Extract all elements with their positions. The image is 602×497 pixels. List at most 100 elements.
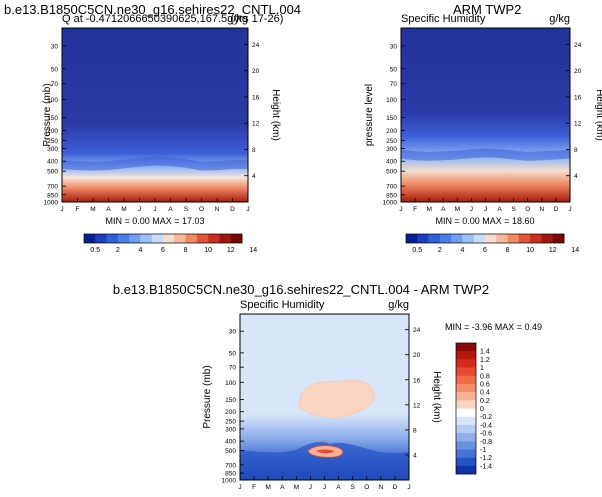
panel1-field	[62, 28, 248, 202]
colorbar-swatch	[541, 234, 554, 243]
colorbar-label: 10	[526, 247, 534, 254]
colorbar-swatch	[456, 367, 476, 377]
colorbar-label: -0.6	[480, 431, 492, 438]
colorbar-label: 0.8	[480, 373, 490, 380]
colorbar-label: 12	[549, 247, 557, 254]
colorbar-swatch	[417, 234, 429, 243]
panel2-ylabel-right: Height (km)	[594, 89, 602, 141]
month-tick-label: A	[497, 206, 502, 213]
colorbar-swatch	[530, 234, 542, 243]
pressure-tick-label: 850	[47, 192, 58, 199]
colorbar-label: 6	[483, 247, 487, 254]
colorbar-label: 0.2	[480, 398, 490, 405]
pressure-tick-label: 250	[225, 419, 236, 426]
month-tick-label: D	[393, 484, 398, 491]
colorbar-swatch	[406, 234, 418, 243]
height-tick-label: 12	[413, 402, 421, 409]
panel2-colorbar: 0.5 2 4 6 8 10 12 14	[405, 233, 579, 254]
colorbar-swatch	[456, 383, 476, 393]
height-tick-label: 24	[574, 42, 582, 49]
pressure-tick-label: 500	[386, 169, 397, 176]
colorbar-label: 6	[161, 247, 165, 254]
height-tick-label: 24	[252, 42, 260, 49]
height-tick-label: 8	[413, 427, 417, 434]
pressure-tick-label: 850	[386, 192, 397, 199]
colorbar-swatch	[456, 416, 476, 426]
month-tick-label: N	[539, 206, 544, 213]
colorbar-label: 14	[571, 247, 579, 254]
colorbar-swatch	[507, 234, 520, 243]
colorbar-swatch	[473, 234, 486, 243]
month-tick-label: M	[294, 484, 299, 491]
colorbar-swatch	[129, 234, 141, 243]
panel3-negative-band	[240, 441, 409, 480]
colorbar-label: 0.5	[412, 247, 422, 254]
colorbar-swatch	[456, 343, 476, 352]
pressure-tick-label: 250	[47, 138, 58, 145]
colorbar-frame	[83, 233, 243, 244]
colorbar-swatch	[456, 400, 476, 409]
pressure-tick-label: 700	[47, 184, 58, 191]
colorbar-frame	[455, 342, 477, 475]
month-tick-label: F	[413, 206, 417, 213]
colorbar-frame	[405, 233, 565, 244]
panel3-positive-upper-region	[298, 379, 375, 418]
colorbar-swatch	[456, 465, 476, 475]
pressure-tick-label: 50	[51, 66, 59, 73]
colorbar-swatch	[456, 408, 476, 417]
colorbar-label: 0.4	[480, 390, 490, 397]
pressure-tick-label: 500	[225, 448, 236, 455]
colorbar-swatch	[496, 234, 508, 243]
month-tick-label: J	[568, 206, 571, 213]
colorbar-swatch	[456, 359, 476, 368]
title-top-left: b.e13.B1850C5CN.ne30_g16.sehires22_CNTL.…	[4, 2, 302, 17]
colorbar-swatch	[106, 234, 119, 243]
pressure-tick-label: 250	[386, 138, 397, 145]
month-tick-label: M	[455, 206, 460, 213]
pressure-tick-label: 500	[47, 169, 58, 176]
colorbar-label: 14	[249, 247, 257, 254]
colorbar-label: -1	[480, 447, 486, 454]
colorbar-label: 8	[506, 247, 510, 254]
pressure-tick-label: 200	[225, 409, 236, 416]
pressure-tick-label: 300	[47, 146, 58, 153]
month-tick-label: M	[121, 206, 126, 213]
month-tick-label: A	[168, 206, 173, 213]
panel1-ylabel-right: Height (km)	[270, 89, 281, 141]
title-bottom: b.e13.B1850C5CN.ne30_g16.sehires22_CNTL.…	[112, 282, 490, 297]
month-tick-label: J	[238, 484, 241, 491]
colorbar-swatch	[95, 234, 107, 243]
month-tick-label: N	[215, 206, 220, 213]
pressure-tick-label: 700	[225, 462, 236, 469]
height-tick-label: 8	[252, 147, 256, 154]
pressure-tick-label: 30	[390, 44, 398, 51]
month-tick-label: M	[90, 206, 95, 213]
colorbar-label: 4	[460, 247, 464, 254]
colorbar-label: 2	[116, 247, 120, 254]
pressure-tick-label: 30	[229, 329, 237, 336]
pressure-tick-label: 100	[386, 97, 397, 104]
month-tick-label: F	[76, 206, 80, 213]
panel3-ylabel: Pressure (mb)	[202, 365, 213, 428]
height-tick-label: 16	[413, 377, 421, 384]
panel-2: Specific Humidity g/kg 30507010015020025…	[364, 13, 602, 254]
month-tick-label: F	[252, 484, 256, 491]
pressure-tick-label: 700	[386, 184, 397, 191]
colorbar-swatch	[456, 392, 476, 401]
colorbar-swatch	[208, 234, 220, 243]
colorbar-swatch	[117, 234, 130, 243]
colorbar-swatch	[552, 234, 565, 243]
height-tick-label: 24	[413, 327, 421, 334]
pressure-tick-label: 1000	[222, 478, 237, 485]
height-tick-label: 20	[252, 68, 260, 75]
colorbar-label: 4	[138, 247, 142, 254]
panel2-ylabel: pressure level	[364, 84, 375, 146]
colorbar-label: 0	[480, 406, 484, 413]
month-tick-label: A	[336, 484, 341, 491]
month-tick-label: J	[246, 206, 249, 213]
panel3-colorbar: 1.41.210.80.60.40.20-0.2-0.4-0.6-0.8-1-1…	[455, 342, 492, 475]
colorbar-swatch	[456, 457, 476, 467]
colorbar-label: -1.2	[480, 455, 492, 462]
